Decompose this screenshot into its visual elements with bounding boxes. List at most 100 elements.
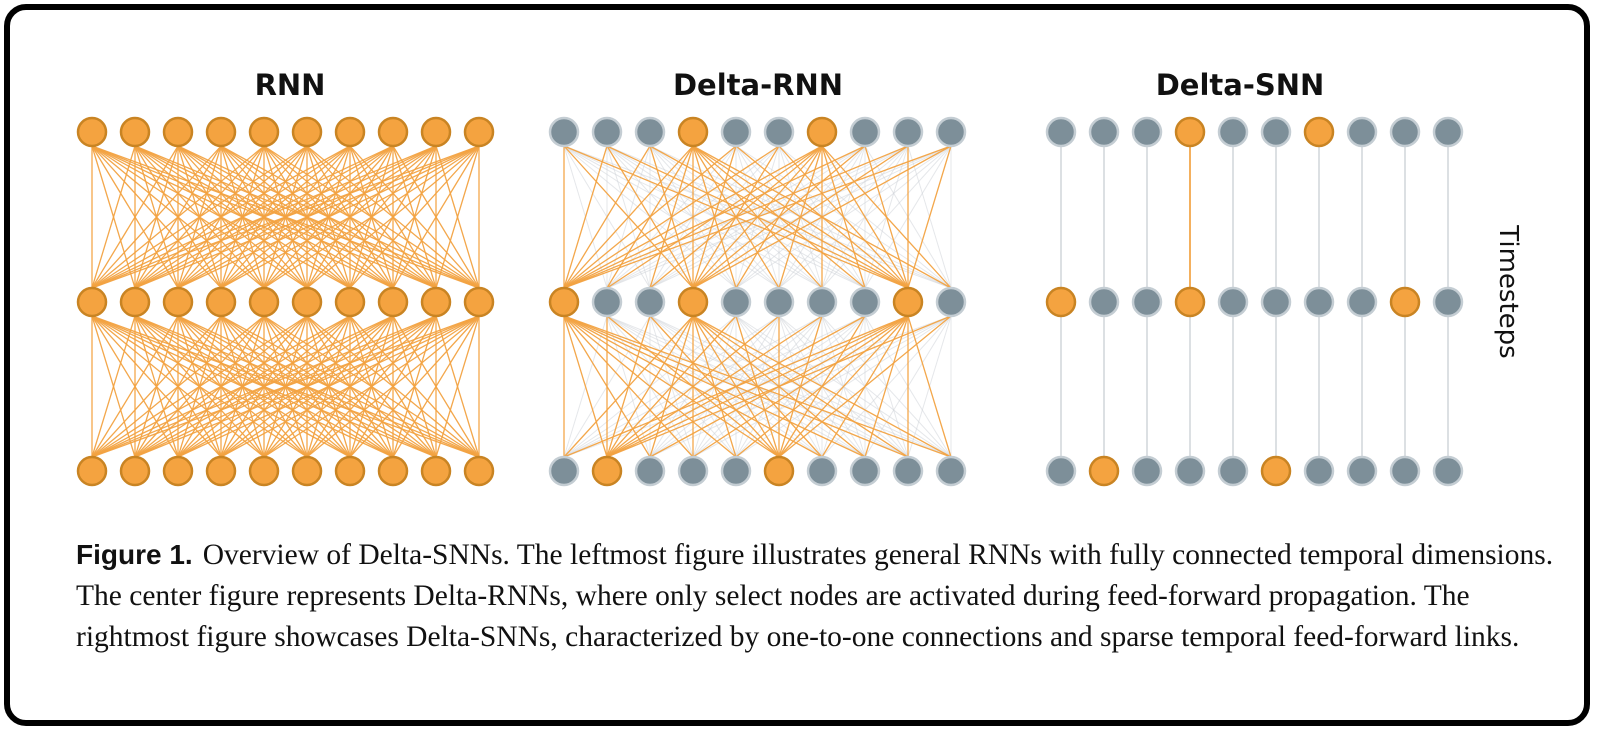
node-delta-rnn-inactive	[677, 455, 709, 487]
edge-delta-rnn-active	[563, 315, 608, 458]
node-delta-snn-inactive	[1346, 116, 1378, 148]
edge-delta-rnn-active	[563, 145, 694, 289]
edge-delta-rnn-active	[563, 145, 823, 289]
node-delta-snn-inactive	[1303, 286, 1335, 318]
node-delta-rnn-inactive	[548, 455, 580, 487]
panel-title-delta-snn: Delta-SNN	[1156, 68, 1325, 102]
edge-rnn-active	[91, 315, 222, 458]
edge-delta-rnn-active	[907, 315, 952, 458]
edge-rnn-active	[91, 145, 437, 289]
edge-rnn-active	[91, 315, 351, 458]
node-delta-rnn-inactive	[720, 286, 752, 318]
node-delta-rnn-inactive	[634, 116, 666, 148]
node-delta-snn-active	[1088, 455, 1120, 487]
edge-rnn-active	[177, 315, 480, 458]
node-delta-rnn-inactive	[892, 116, 924, 148]
edge-delta-rnn-active	[606, 315, 737, 458]
panel-title-delta-rnn: Delta-RNN	[673, 68, 843, 102]
edge-delta-rnn-active	[606, 315, 909, 458]
node-rnn-active	[420, 116, 452, 148]
node-delta-snn-inactive	[1217, 455, 1249, 487]
node-delta-snn-inactive	[1346, 455, 1378, 487]
node-delta-snn-inactive	[1346, 286, 1378, 318]
node-delta-snn-active	[1389, 286, 1421, 318]
node-delta-rnn-inactive	[763, 286, 795, 318]
node-delta-snn-active	[1260, 455, 1292, 487]
node-delta-snn-inactive	[1131, 455, 1163, 487]
node-delta-rnn-active	[591, 455, 623, 487]
node-delta-snn-inactive	[1217, 116, 1249, 148]
node-rnn-active	[76, 286, 108, 318]
edge-rnn-active	[91, 315, 136, 458]
node-delta-rnn-inactive	[548, 116, 580, 148]
node-rnn-active	[463, 116, 495, 148]
node-delta-rnn-inactive	[935, 455, 967, 487]
node-delta-rnn-inactive	[720, 455, 752, 487]
node-rnn-active	[377, 455, 409, 487]
node-delta-snn-inactive	[1217, 286, 1249, 318]
edge-rnn-active	[435, 145, 480, 289]
edge-delta-rnn-active	[778, 315, 909, 458]
node-delta-rnn-inactive	[849, 116, 881, 148]
node-delta-rnn-active	[892, 286, 924, 318]
edge-rnn-active	[91, 145, 394, 289]
node-rnn-active	[205, 116, 237, 148]
node-rnn-active	[162, 286, 194, 318]
node-delta-snn-inactive	[1045, 116, 1077, 148]
edge-rnn-active	[91, 315, 480, 458]
edge-delta-rnn-active	[606, 315, 780, 458]
edge-delta-rnn-active	[778, 315, 952, 458]
edge-delta-rnn-active	[864, 315, 909, 458]
node-rnn-active	[291, 455, 323, 487]
edge-delta-rnn-active	[563, 315, 694, 458]
node-delta-snn-inactive	[1432, 455, 1464, 487]
node-delta-rnn-active	[763, 455, 795, 487]
node-delta-rnn-active	[548, 286, 580, 318]
node-rnn-active	[334, 455, 366, 487]
node-delta-rnn-inactive	[634, 286, 666, 318]
edge-rnn-active	[91, 315, 308, 458]
edge-rnn-active	[134, 145, 480, 289]
node-delta-rnn-inactive	[849, 286, 881, 318]
edge-delta-rnn-active	[563, 145, 866, 289]
node-delta-rnn-inactive	[892, 455, 924, 487]
node-rnn-active	[119, 116, 151, 148]
node-delta-snn-inactive	[1389, 116, 1421, 148]
edge-rnn-active	[91, 145, 265, 289]
caption-text: Overview of Delta-SNNs. The leftmost fig…	[76, 539, 1554, 653]
edge-delta-rnn-active	[563, 145, 780, 289]
edge-rnn-active	[91, 145, 351, 289]
node-delta-snn-inactive	[1131, 286, 1163, 318]
node-delta-rnn-inactive	[935, 286, 967, 318]
edge-delta-rnn-active	[563, 145, 608, 289]
node-delta-snn-inactive	[1432, 116, 1464, 148]
node-delta-rnn-inactive	[849, 455, 881, 487]
node-rnn-active	[291, 116, 323, 148]
edge-rnn-active	[91, 145, 308, 289]
edge-delta-rnn-active	[907, 145, 952, 289]
edge-rnn-active	[91, 145, 480, 289]
edge-rnn-active	[392, 315, 480, 458]
node-delta-rnn-active	[806, 116, 838, 148]
node-rnn-active	[334, 286, 366, 318]
node-delta-snn-active	[1303, 116, 1335, 148]
node-delta-rnn-active	[677, 116, 709, 148]
edge-delta-rnn-active	[692, 145, 952, 289]
edge-delta-rnn-active	[563, 315, 909, 458]
node-delta-rnn-inactive	[806, 286, 838, 318]
edge-rnn-active	[91, 315, 394, 458]
node-delta-snn-inactive	[1088, 286, 1120, 318]
node-delta-rnn-inactive	[763, 116, 795, 148]
edge-rnn-active	[134, 315, 480, 458]
edge-rnn-active	[91, 145, 179, 289]
node-rnn-active	[205, 286, 237, 318]
node-delta-snn-active	[1045, 286, 1077, 318]
edge-rnn-active	[91, 145, 136, 289]
edge-rnn-active	[435, 315, 480, 458]
node-delta-snn-inactive	[1260, 286, 1292, 318]
edge-rnn-active	[91, 145, 222, 289]
edge-delta-rnn-active	[735, 315, 909, 458]
node-delta-snn-inactive	[1088, 116, 1120, 148]
node-delta-snn-inactive	[1389, 455, 1421, 487]
edge-rnn-active	[349, 315, 480, 458]
